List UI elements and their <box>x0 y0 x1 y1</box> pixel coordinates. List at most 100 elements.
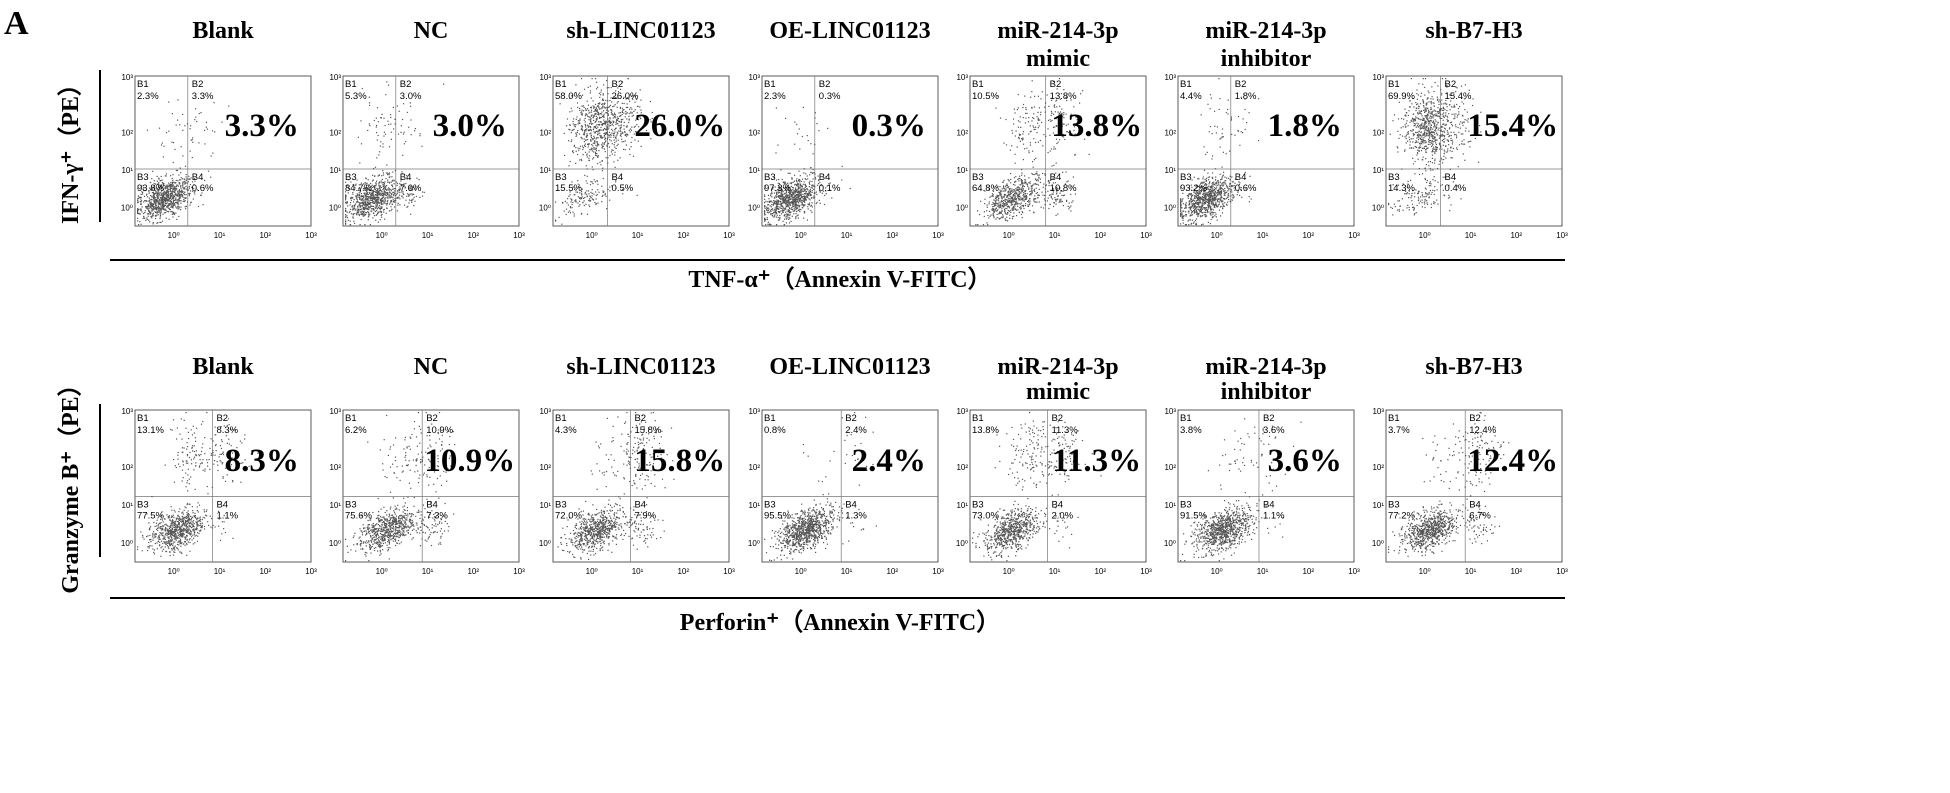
event-dot <box>1217 194 1219 196</box>
event-dot <box>380 211 383 214</box>
event-dot <box>818 189 820 191</box>
event-dot <box>1035 187 1037 189</box>
event-dot <box>622 193 624 195</box>
event-dot <box>588 123 591 125</box>
event-dot <box>1207 188 1209 190</box>
event-dot <box>1021 174 1023 176</box>
event-dot <box>170 211 172 213</box>
event-dot <box>606 127 608 129</box>
event-dot <box>377 194 379 196</box>
event-dot <box>1021 183 1023 185</box>
event-dot <box>782 197 784 199</box>
event-dot <box>575 191 577 193</box>
event-dot <box>184 191 186 193</box>
event-dot <box>1011 200 1013 202</box>
event-dot <box>168 190 170 192</box>
event-dot <box>580 125 582 127</box>
event-dot <box>405 182 407 185</box>
event-dot <box>1003 179 1005 182</box>
event-dot <box>210 155 212 157</box>
event-dot <box>364 208 366 210</box>
event-dot <box>998 213 1000 215</box>
event-dot <box>175 189 177 191</box>
event-dot <box>591 114 593 116</box>
event-dot <box>1185 205 1187 207</box>
event-dot <box>1063 89 1065 91</box>
event-dot <box>182 181 184 183</box>
event-dot <box>369 192 371 194</box>
event-dot <box>569 194 571 196</box>
event-dot <box>177 190 179 192</box>
event-dot <box>1233 185 1235 187</box>
event-dot <box>778 190 780 192</box>
event-dot <box>572 120 574 123</box>
y-tick-label: 10³ <box>956 73 968 82</box>
event-dot <box>776 202 778 204</box>
x-tick-label: 10² <box>886 231 898 240</box>
event-dot <box>802 198 804 200</box>
event-dot <box>171 191 173 193</box>
event-dot <box>1003 196 1005 198</box>
event-dot <box>1001 200 1003 202</box>
event-dot <box>612 124 614 127</box>
event-dot <box>362 199 364 202</box>
event-dot <box>584 191 586 193</box>
event-dot <box>1209 194 1211 196</box>
event-dot <box>1211 195 1213 197</box>
event-dot <box>165 187 167 189</box>
event-dot <box>777 219 779 221</box>
event-dot <box>804 189 806 191</box>
event-dot <box>345 209 347 212</box>
event-dot <box>183 188 185 190</box>
event-dot <box>604 194 606 196</box>
event-dot <box>998 205 1000 207</box>
event-dot <box>371 205 373 207</box>
event-dot <box>1047 119 1050 122</box>
event-dot <box>997 204 999 206</box>
event-dot <box>180 146 182 148</box>
event-dot <box>398 194 401 196</box>
event-dot <box>1061 112 1063 114</box>
event-dot <box>1043 134 1045 136</box>
event-dot <box>780 196 782 198</box>
event-dot <box>574 194 576 196</box>
event-dot <box>158 194 160 196</box>
event-dot <box>1044 173 1046 175</box>
event-dot <box>361 199 363 201</box>
event-dot <box>785 197 787 199</box>
event-dot <box>1204 178 1206 181</box>
event-dot <box>799 183 802 185</box>
event-dot <box>589 111 591 113</box>
event-dot <box>607 114 609 116</box>
event-dot <box>594 181 596 183</box>
event-dot <box>1031 191 1033 193</box>
event-dot <box>1029 210 1031 212</box>
event-dot <box>162 204 164 206</box>
event-dot <box>782 207 785 209</box>
event-dot <box>826 185 828 187</box>
event-dot <box>572 201 574 204</box>
event-dot <box>1201 204 1203 206</box>
event-dot <box>172 203 174 205</box>
event-dot <box>1000 200 1002 202</box>
event-dot <box>580 197 582 199</box>
event-dot <box>158 193 161 195</box>
event-dot <box>174 187 176 189</box>
event-dot <box>575 132 577 134</box>
event-dot <box>791 191 793 193</box>
event-dot <box>628 148 631 150</box>
event-dot <box>1214 187 1216 189</box>
event-dot <box>577 202 579 204</box>
event-dot <box>1191 214 1194 216</box>
event-dot <box>345 207 347 210</box>
event-dot <box>796 178 798 180</box>
event-dot <box>794 203 796 205</box>
event-dot <box>397 196 399 198</box>
event-dot <box>584 117 586 119</box>
event-dot <box>829 182 831 184</box>
event-dot <box>155 202 157 204</box>
event-dot <box>368 123 370 125</box>
event-dot <box>607 110 609 112</box>
event-dot <box>1028 188 1030 190</box>
event-dot <box>812 197 814 199</box>
